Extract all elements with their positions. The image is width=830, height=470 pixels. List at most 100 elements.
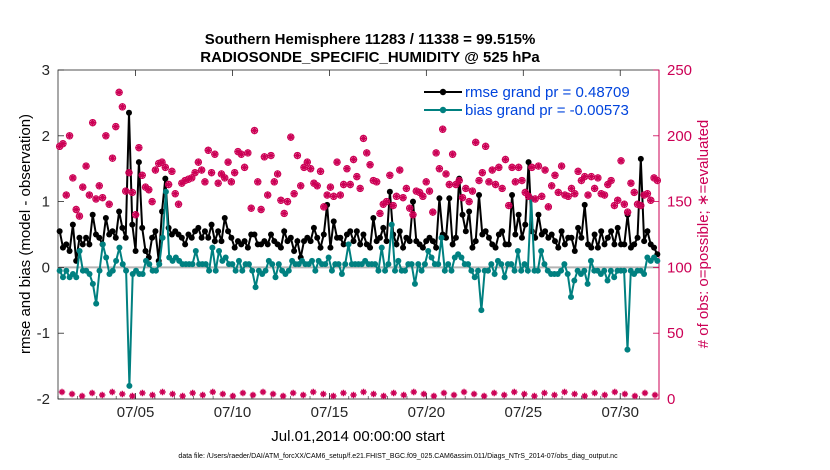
rmse-point bbox=[142, 247, 149, 254]
y-left-tick-label: 2 bbox=[42, 128, 50, 145]
low-count-marker bbox=[169, 390, 176, 398]
evaluated-count-marker bbox=[234, 147, 242, 156]
rmse-point bbox=[63, 241, 70, 248]
bias-point bbox=[511, 267, 518, 274]
evaluated-count-marker bbox=[633, 200, 642, 208]
evaluated-count-marker bbox=[240, 163, 249, 171]
bias-point bbox=[378, 244, 385, 251]
evaluated-count-marker bbox=[627, 179, 635, 187]
evaluated-count-marker bbox=[188, 174, 196, 182]
evaluated-count-marker bbox=[148, 198, 156, 206]
evaluated-count-marker bbox=[531, 195, 539, 203]
evaluated-count-marker bbox=[231, 169, 239, 177]
evaluated-count-marker bbox=[178, 179, 186, 187]
rmse-point bbox=[241, 238, 248, 245]
evaluated-count-marker bbox=[478, 169, 486, 177]
evaluated-count-marker bbox=[155, 159, 163, 168]
evaluated-count-marker bbox=[293, 151, 302, 160]
evaluated-count-marker bbox=[376, 209, 384, 218]
evaluated-count-marker bbox=[250, 126, 259, 135]
evaluated-count-marker bbox=[264, 191, 272, 199]
rmse-point bbox=[347, 228, 354, 235]
evaluated-count-marker bbox=[425, 187, 434, 195]
bias-point bbox=[235, 257, 242, 264]
bias-point bbox=[514, 247, 521, 254]
evaluated-count-marker bbox=[237, 150, 245, 158]
evaluated-count-marker bbox=[617, 157, 625, 165]
rmse-point bbox=[327, 244, 334, 251]
bias-point bbox=[604, 277, 611, 284]
evaluated-count-marker bbox=[326, 183, 335, 191]
rmse-point bbox=[525, 159, 532, 166]
rmse-point bbox=[644, 228, 651, 235]
legend-rmse-marker bbox=[439, 88, 447, 96]
low-count-marker bbox=[390, 389, 397, 397]
low-count-marker bbox=[360, 388, 367, 396]
evaluated-count-marker bbox=[382, 198, 391, 206]
rmse-point bbox=[340, 241, 347, 248]
rmse-point bbox=[578, 234, 585, 241]
evaluated-count-marker bbox=[505, 201, 513, 210]
rmse-point bbox=[231, 244, 238, 251]
y-right-tick-label: 50 bbox=[667, 325, 684, 342]
evaluated-count-marker bbox=[356, 184, 364, 193]
evaluated-count-marker bbox=[415, 188, 424, 196]
evaluated-count-marker bbox=[432, 149, 440, 157]
bias-point bbox=[385, 261, 392, 268]
rmse-point bbox=[614, 224, 621, 231]
bias-point bbox=[202, 261, 209, 268]
y-right-tick-label: 250 bbox=[667, 62, 692, 79]
bias-point bbox=[488, 261, 495, 268]
evaluated-count-marker bbox=[165, 180, 173, 189]
rmse-point bbox=[211, 238, 218, 245]
evaluated-count-marker bbox=[482, 142, 490, 150]
evaluated-count-marker bbox=[198, 166, 206, 174]
y-right-tick-label: 200 bbox=[667, 128, 692, 145]
low-count-marker bbox=[631, 392, 639, 400]
y-axis-label-right: # of obs: o=possible; ∗=evaluated bbox=[695, 120, 712, 349]
rmse-point bbox=[122, 234, 129, 241]
evaluated-count-marker bbox=[501, 155, 510, 164]
evaluated-count-marker bbox=[280, 209, 288, 218]
bias-point bbox=[372, 261, 379, 268]
low-count-marker bbox=[320, 390, 327, 398]
rmse-point bbox=[287, 234, 294, 241]
rmse-point bbox=[218, 238, 225, 245]
evaluated-count-marker bbox=[402, 184, 410, 193]
bias-point bbox=[89, 280, 96, 287]
rmse-point bbox=[76, 234, 83, 241]
evaluated-count-marker bbox=[624, 208, 632, 216]
rmse-point bbox=[512, 231, 519, 238]
low-count-marker bbox=[501, 391, 508, 399]
evaluated-count-marker bbox=[366, 161, 374, 169]
rmse-point bbox=[598, 228, 605, 235]
evaluated-count-marker bbox=[191, 169, 199, 177]
evaluated-count-marker bbox=[518, 176, 526, 185]
bias-point bbox=[465, 261, 472, 268]
low-count-marker bbox=[410, 388, 417, 396]
bias-point bbox=[159, 234, 166, 241]
rmse-point bbox=[551, 238, 558, 245]
bias-point bbox=[93, 300, 100, 307]
low-count-marker bbox=[651, 391, 659, 399]
rmse-point bbox=[419, 244, 426, 251]
rmse-point bbox=[466, 208, 473, 215]
rmse-point bbox=[79, 241, 86, 248]
rmse-point bbox=[406, 238, 413, 245]
low-count-marker bbox=[88, 389, 96, 397]
evaluated-count-marker bbox=[184, 175, 193, 183]
bias-point bbox=[335, 261, 342, 268]
evaluated-count-marker bbox=[56, 142, 64, 150]
bias-point bbox=[325, 254, 332, 261]
evaluated-count-marker bbox=[320, 203, 328, 211]
low-count-marker bbox=[541, 389, 548, 397]
evaluated-count-marker bbox=[336, 191, 344, 199]
bias-point bbox=[338, 270, 345, 277]
evaluated-count-marker bbox=[373, 178, 381, 186]
y-left-tick-label: 0 bbox=[42, 259, 50, 276]
bias-point bbox=[96, 267, 103, 274]
y-right-tick-label: 100 bbox=[667, 259, 692, 276]
bias-point bbox=[272, 274, 279, 281]
evaluated-count-marker bbox=[260, 153, 268, 161]
bias-point bbox=[249, 267, 256, 274]
